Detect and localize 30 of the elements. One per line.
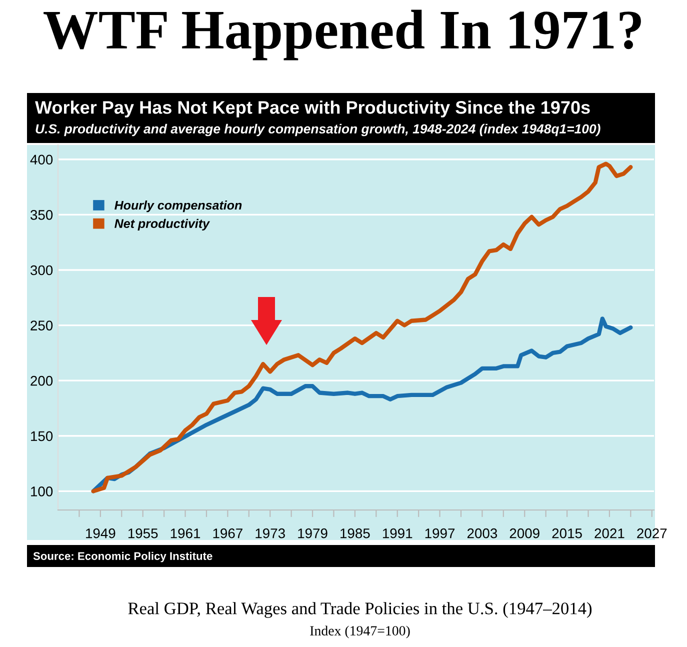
x-tick-label: 2027 (637, 528, 667, 538)
chart-title: Worker Pay Has Not Kept Pace with Productivity Since the 1970s (35, 100, 590, 118)
y-tick-label: 350 (30, 210, 53, 220)
text: Index (1947=100) (310, 626, 410, 638)
source-note: Source: Economic Policy Institute (33, 552, 212, 562)
y-tick-label: 150 (31, 431, 53, 442)
x-tick-label: 1997 (425, 528, 455, 538)
legend-label: Hourly compensation (114, 200, 242, 212)
y-tick-label: 200 (30, 376, 53, 386)
x-tick-label: 1985 (340, 528, 370, 538)
x-tick-label: 1991 (382, 528, 412, 538)
x-tick-label: 1973 (256, 528, 285, 538)
x-tick-label: 2009 (510, 528, 540, 538)
x-tick-label: 2015 (552, 528, 582, 538)
y-tick-label: 300 (30, 265, 53, 276)
x-tick-label: 2021 (594, 528, 624, 538)
x-tick-label: 1979 (298, 528, 328, 538)
x-tick-label: 1955 (128, 528, 158, 538)
x-tick-label: 2003 (467, 528, 498, 538)
text: WTF Happened In 1971? (44, 10, 641, 60)
x-tick-label: 1967 (213, 528, 242, 538)
y-tick-label: 400 (30, 154, 53, 165)
x-tick-label: 1961 (170, 528, 200, 538)
x-tick-label: 1949 (86, 528, 116, 538)
text: Real GDP, Real Wages and Trade Policies in the U.S. (1947–2014) (128, 602, 592, 618)
y-tick-label: 100 (31, 486, 53, 496)
chart-subtitle: U.S. productivity and average hourly compensation growth, 1948-2024 (index 1948q1=100) (36, 124, 600, 136)
legend-label: Net productivity (114, 218, 210, 230)
line-series (91, 162, 633, 494)
y-tick-label: 250 (30, 320, 53, 330)
